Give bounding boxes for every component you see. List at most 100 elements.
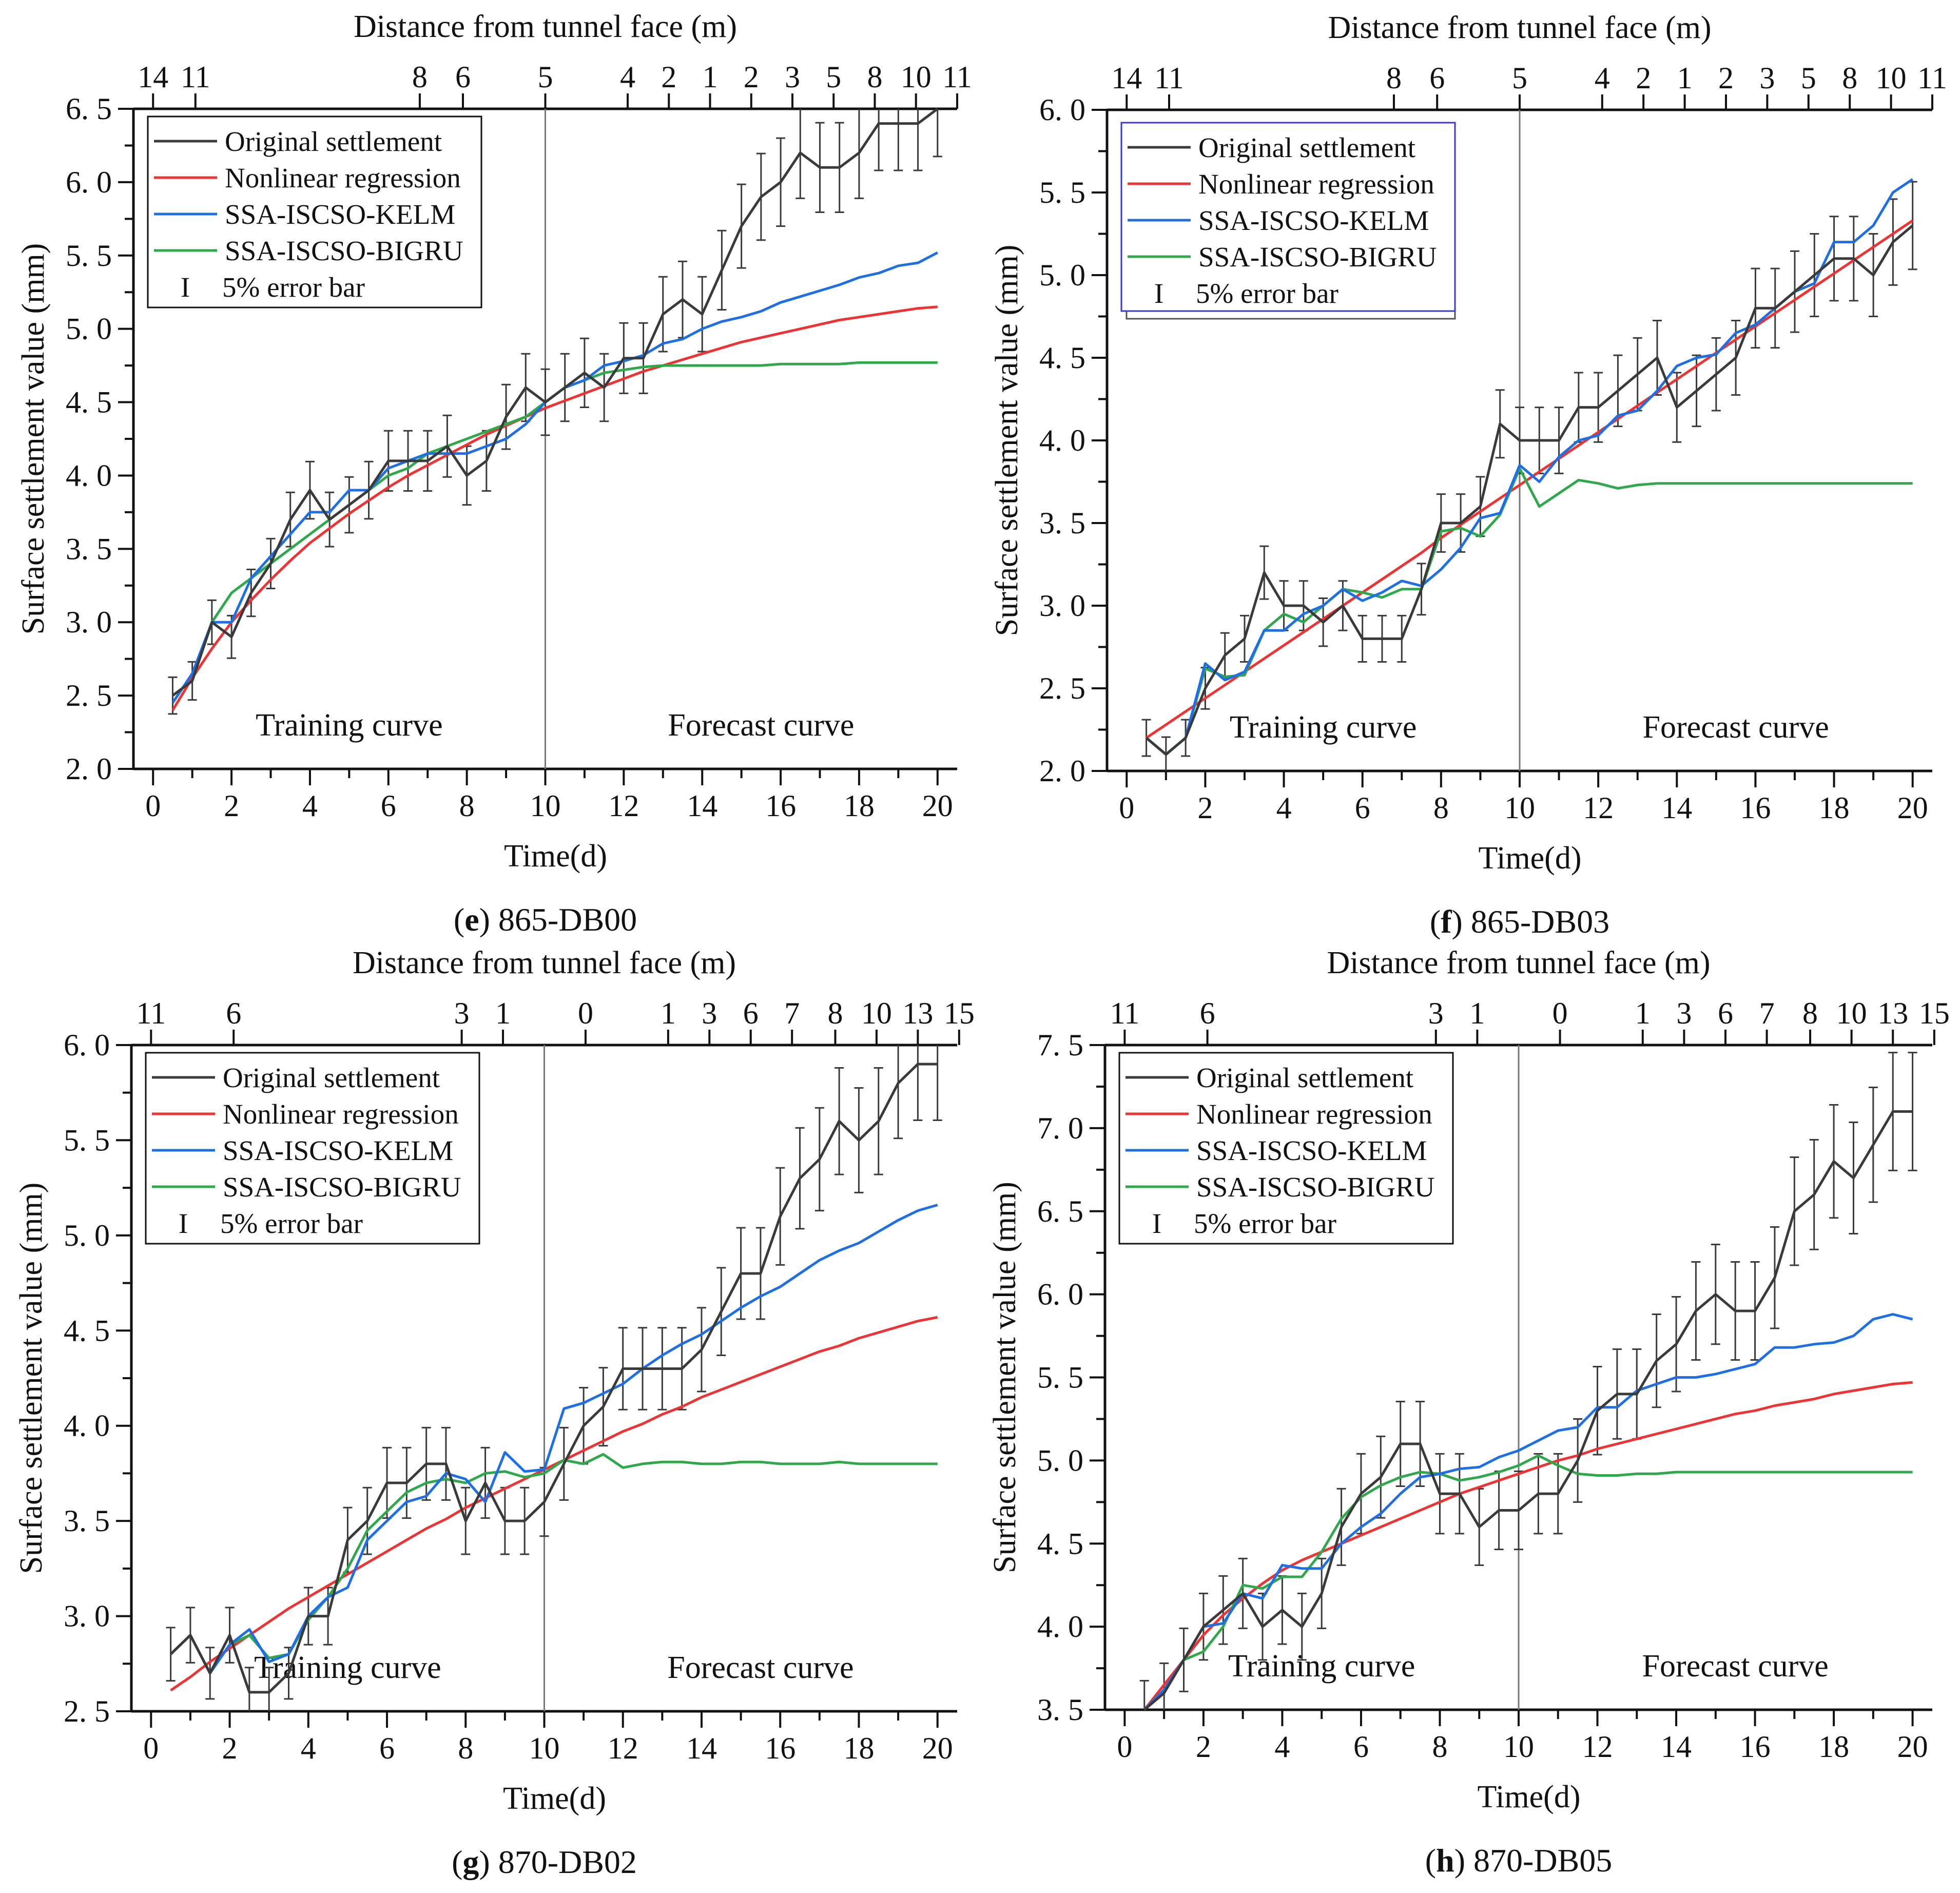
x-tick-label: 20 [922,1731,953,1765]
legend-label: SSA-ISCSO-BIGRU [225,235,463,266]
top-tick-label: 8 [1386,61,1402,95]
error-bar-icon: I [1152,1208,1161,1239]
x-tick-label: 14 [1661,791,1692,825]
legend-label: SSA-ISCSO-BIGRU [1196,1171,1435,1203]
x-tick-label: 6 [1355,791,1370,825]
x-tick-label: 20 [1897,791,1928,825]
legend-label: SSA-ISCSO-KELM [223,1135,453,1166]
legend: Original settlement Nonlinear regression S… [145,1052,480,1245]
top-tick-label: 13 [1877,996,1908,1030]
error-bar-icon: I [1154,278,1163,309]
caption-letter: h [1436,1842,1454,1879]
top-tick-label: 1 [661,996,676,1030]
x-tick-label: 8 [1433,791,1449,825]
y-axis-title: Surface settlement value (mm) [16,243,51,635]
legend-label: SSA-ISCSO-BIGRU [1198,241,1437,273]
top-tick-label: 1 [1677,61,1693,95]
legend-label: SSA-ISCSO-BIGRU [223,1171,461,1203]
series-line-nonlinear [1143,1381,1913,1711]
top-tick-label: 5 [1801,61,1816,95]
legend-box [147,115,482,308]
top-tick-label: 6 [226,996,241,1030]
caption-paren: ) [479,901,498,938]
x-tick-label: 16 [765,1731,795,1765]
y-tick-label: 3. 5 [64,1504,110,1538]
series-line-original [1145,224,1914,756]
x-tick-label: 14 [687,789,717,823]
series-line-original [171,107,939,697]
y-tick-label: 4. 5 [66,385,112,419]
top-tick-label: 6 [1718,996,1733,1030]
y-axis-title: Surface settlement value (mm) [989,245,1024,636]
forecast-curve-label: Forecast curve [1643,710,1829,745]
top-tick-label: 11 [1154,61,1184,95]
x-tick-label: 8 [459,789,475,823]
legend-label: Nonlinear regression [223,1098,459,1130]
panel-caption: (e) 865-DB00 [454,901,637,938]
y-tick-label: 5. 5 [1039,176,1085,209]
x-tick-label: 18 [1819,791,1850,825]
series-line-kelm [171,251,938,704]
y-tick-label: 5. 0 [1039,258,1085,292]
legend-label: 5% error bar [222,272,365,303]
x-tick-label: 2 [222,1731,238,1765]
series-line-bigru [169,1453,938,1675]
legend: Original settlement Nonlinear regression S… [1118,1052,1454,1245]
y-tick-label: 4. 5 [64,1313,110,1347]
y-tick-label: 4. 5 [1037,1527,1083,1560]
legend-box [145,1052,480,1245]
legend-label: Nonlinear regression [225,162,461,194]
y-tick-label: 3. 5 [66,532,112,566]
y-tick-label: 6. 5 [66,92,112,126]
x-tick-label: 6 [379,1731,395,1765]
top-tick-label: 11 [1917,61,1947,95]
caption-letter: f [1441,903,1452,940]
top-tick-label: 8 [827,996,843,1030]
forecast-curve-label: Forecast curve [1642,1649,1829,1684]
top-tick-label: 6 [455,60,471,94]
x-tick-label: 12 [608,789,639,823]
top-tick-label: 11 [1110,996,1139,1030]
top-axis-title: Distance from tunnel face (m) [353,945,736,980]
top-tick-label: 15 [944,996,975,1030]
caption-paren: ) [1454,1842,1473,1879]
y-tick-label: 3. 0 [1039,589,1085,623]
y-tick-label: 4. 0 [1039,423,1085,457]
x-tick-label: 12 [1583,791,1614,825]
top-tick-label: 11 [181,60,210,94]
x-tick-label: 10 [1503,1730,1534,1764]
panel-caption: (h) 870-DB05 [1425,1842,1612,1879]
legend: Original settlement Nonlinear regression S… [1120,122,1456,320]
top-axis-title: Distance from tunnel face (m) [1327,945,1710,980]
y-axis-title: Surface settlement value (mm) [14,1183,49,1574]
series-line-kelm [1143,1313,1913,1711]
caption-paren: ) [479,1844,498,1880]
top-tick-label: 5 [1512,61,1527,95]
top-tick-label: 11 [136,996,166,1030]
y-tick-label: 4. 0 [1037,1610,1083,1644]
x-tick-label: 16 [1740,1730,1771,1764]
y-tick-label: 6. 0 [1039,93,1085,127]
x-axis-title: Time(d) [504,839,607,874]
top-tick-label: 10 [1876,61,1907,95]
top-tick-label: 2 [744,60,759,94]
y-tick-label: 6. 0 [66,165,112,199]
x-tick-label: 4 [1274,1730,1290,1764]
top-tick-label: 4 [1595,61,1610,95]
x-tick-label: 2 [224,789,239,823]
x-tick-label: 4 [301,1731,316,1765]
chart-panel-e: 0 2 4 6 8 10 12 14 16 18 202. 02. 53. 03. 54. 04. … [16,9,972,938]
top-tick-label: 3 [1676,996,1692,1030]
x-axis-title: Time(d) [1479,841,1582,876]
caption-text: 870-DB02 [498,1844,637,1880]
y-tick-label: 2. 5 [66,679,112,712]
legend-label: Original settlement [1196,1062,1413,1093]
x-tick-label: 18 [1818,1730,1849,1764]
y-tick-label: 5. 0 [1037,1443,1083,1477]
x-tick-label: 20 [1897,1730,1928,1764]
x-tick-label: 16 [765,789,796,823]
x-tick-label: 6 [1353,1730,1369,1764]
series-line-original [1143,1110,1913,1711]
x-tick-label: 10 [1504,791,1535,825]
